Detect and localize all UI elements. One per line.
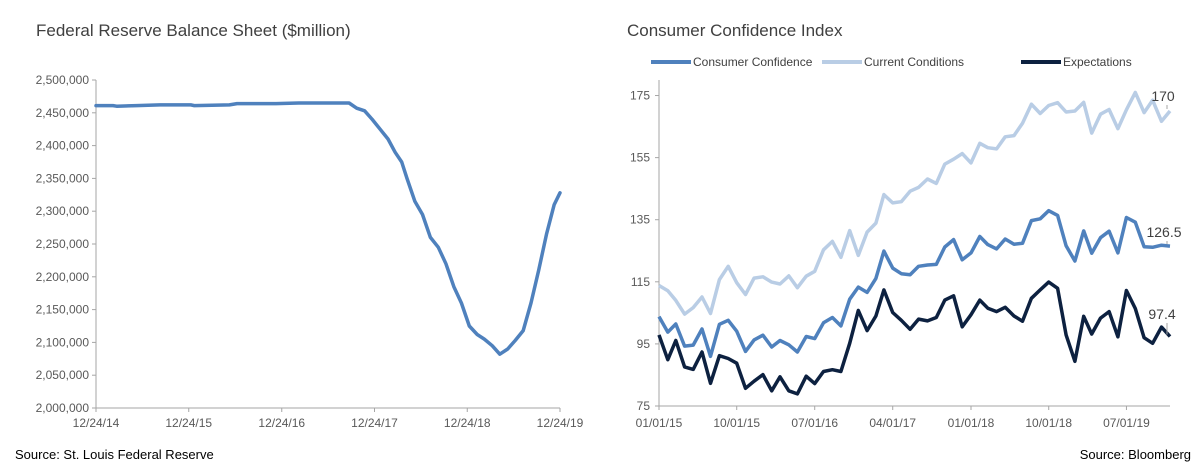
- x-tick-label: 10/01/18: [1025, 416, 1072, 430]
- y-tick-label: 175: [630, 89, 650, 103]
- cci-source-note: Source: Bloomberg: [1079, 447, 1191, 462]
- series-line-consumer: [657, 208, 1171, 359]
- x-tick-label: 07/01/16: [791, 416, 838, 430]
- y-tick-label: 155: [630, 151, 650, 165]
- fed-balance-sheet-chart: 2,000,000 2,050,000 2,100,000 2,150,000 2,20…: [36, 73, 584, 430]
- y-tick-label: 2,350,000: [36, 171, 90, 185]
- x-tick-label: 01/01/15: [636, 416, 683, 430]
- y-tick-label: 2,100,000: [36, 335, 90, 349]
- y-tick-label: 2,450,000: [36, 106, 90, 120]
- data-label-consumer: 126.5: [1146, 224, 1181, 240]
- fed-source-note: Source: St. Louis Federal Reserve: [15, 447, 214, 462]
- y-tick-label: 95: [637, 337, 651, 351]
- balance-sheet-series-line: [94, 101, 562, 356]
- x-tick-label: 12/24/19: [537, 416, 584, 430]
- series-line-current: [658, 90, 1172, 316]
- fed-chart-title: Federal Reserve Balance Sheet ($million): [36, 21, 351, 40]
- y-tick-label: 2,050,000: [36, 368, 90, 382]
- legend-label: Expectations: [1063, 55, 1132, 69]
- cci-chart-title: Consumer Confidence Index: [627, 21, 843, 40]
- y-tick-label: 2,250,000: [36, 237, 90, 251]
- x-tick-label: 12/24/17: [351, 416, 398, 430]
- x-tick-label: 07/01/19: [1103, 416, 1150, 430]
- y-tick-label: 2,400,000: [36, 139, 90, 153]
- legend-label: Consumer Confidence: [693, 55, 813, 69]
- x-tick-label: 04/01/17: [869, 416, 916, 430]
- y-tick-label: 2,500,000: [36, 73, 90, 87]
- y-tick-label: 2,200,000: [36, 270, 90, 284]
- x-tick-label: 12/24/15: [165, 416, 212, 430]
- series-line-expectations: [657, 280, 1172, 396]
- x-tick-label: 12/24/14: [73, 416, 120, 430]
- legend-label: Current Conditions: [864, 55, 964, 69]
- y-tick-label: 2,150,000: [36, 303, 90, 317]
- data-label-current: 170: [1151, 88, 1175, 104]
- y-tick-label: 2,300,000: [36, 204, 90, 218]
- y-tick-label: 2,000,000: [36, 401, 90, 415]
- x-tick-label: 12/24/18: [444, 416, 491, 430]
- y-tick-label: 75: [637, 399, 651, 413]
- data-label-expectations: 97.4: [1148, 306, 1175, 322]
- y-tick-label: 135: [630, 213, 650, 227]
- x-tick-label: 10/01/15: [713, 416, 760, 430]
- x-tick-label: 01/01/18: [948, 416, 995, 430]
- x-tick-label: 12/24/16: [258, 416, 305, 430]
- y-tick-label: 115: [631, 275, 650, 289]
